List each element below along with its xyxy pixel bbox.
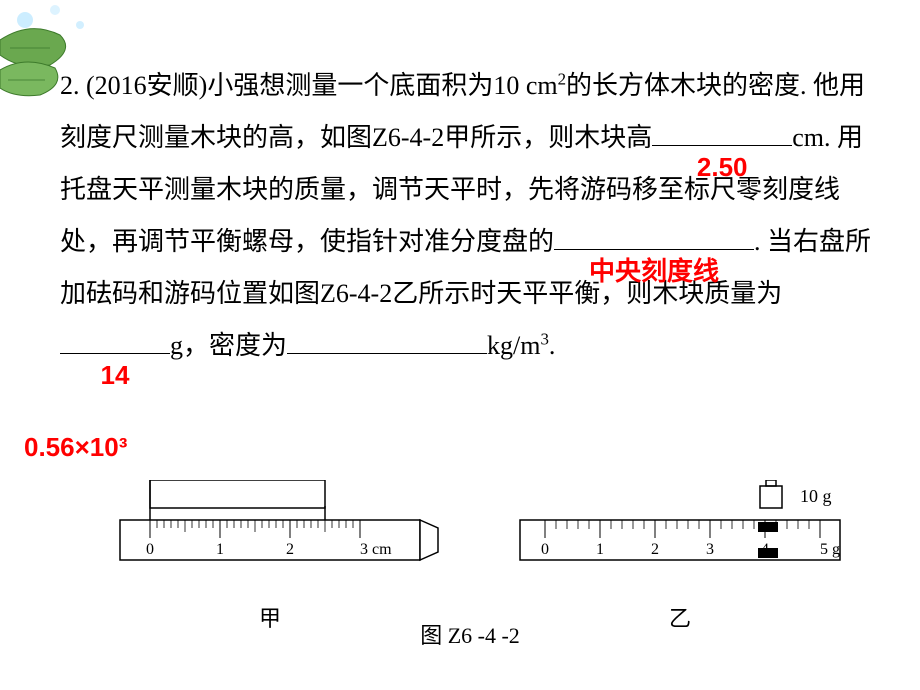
figure-area: 0 1 2 3 cm 甲 10 g	[80, 480, 860, 650]
problem-text: 2. (2016安顺)小强想测量一个底面积为10 cm2的长方体木块的密度. 他…	[60, 60, 880, 372]
svg-text:2: 2	[286, 541, 294, 558]
svg-text:2: 2	[651, 541, 659, 558]
blank-density	[287, 353, 487, 354]
figure-caption: 图 Z6 -4 -2	[80, 618, 860, 650]
svg-text:1: 1	[596, 541, 604, 558]
svg-text:10 g: 10 g	[800, 486, 832, 506]
svg-text:3 cm: 3 cm	[360, 541, 392, 558]
problem-source: (2016安顺)	[86, 71, 207, 100]
answer-height: 2.50	[652, 141, 792, 193]
problem-number: 2.	[60, 71, 80, 100]
svg-text:0: 0	[146, 541, 154, 558]
svg-text:3: 3	[706, 541, 714, 558]
figure-scale: 10 g 0 1 2 3 4 5 g 乙	[500, 480, 860, 633]
sup-2: 3	[540, 329, 548, 348]
sup-1: 2	[558, 69, 566, 88]
scale-svg: 10 g 0 1 2 3 4 5 g	[500, 480, 860, 590]
answer-pointer: 中央刻度线	[554, 245, 754, 297]
blank-height: 2.50	[652, 145, 792, 146]
svg-text:1: 1	[216, 541, 224, 558]
answer-mass: 14	[60, 349, 170, 401]
answer-density: 0.56×10³	[24, 432, 127, 463]
text-5: g，密度为	[170, 331, 287, 360]
blank-pointer: 中央刻度线	[554, 249, 754, 250]
figure-ruler: 0 1 2 3 cm 甲	[100, 480, 440, 633]
text-7: .	[549, 331, 556, 360]
svg-text:0: 0	[541, 541, 549, 558]
text-1: 小强想测量一个底面积为10 cm	[207, 71, 557, 100]
blank-mass: 14	[60, 353, 170, 354]
ruler-svg: 0 1 2 3 cm	[100, 480, 440, 590]
svg-text:5 g: 5 g	[820, 541, 840, 558]
text-6: kg/m	[487, 331, 540, 360]
